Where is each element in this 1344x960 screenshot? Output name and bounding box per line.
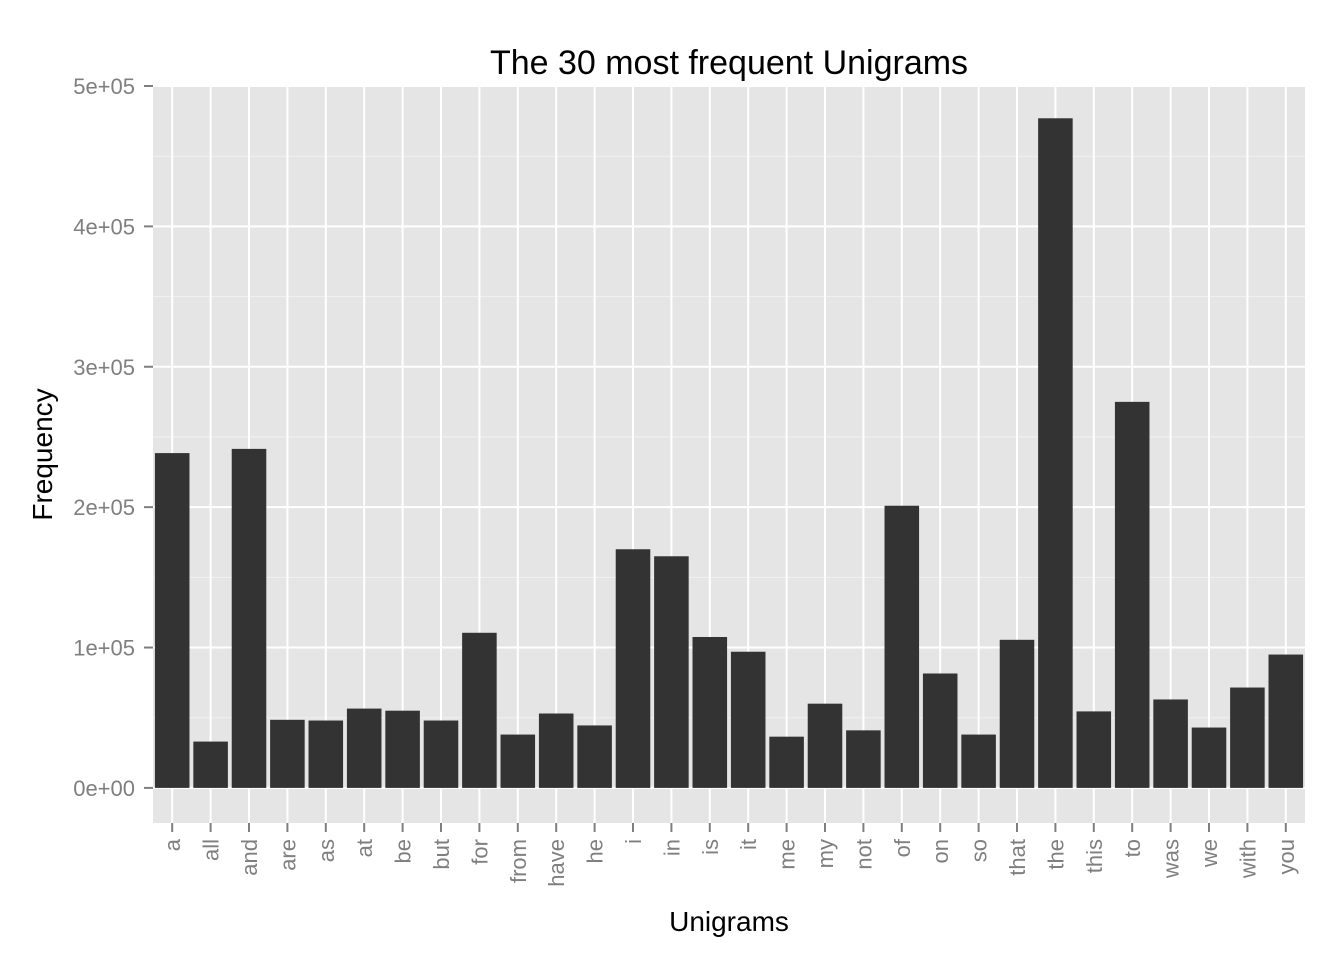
x-tick-label: we: [1197, 839, 1222, 868]
bar-at: [346, 708, 382, 788]
bar-but: [423, 720, 459, 788]
bar-this: [1076, 711, 1112, 788]
bar-you: [1268, 654, 1304, 788]
bar-have: [538, 713, 574, 788]
x-tick-label: i: [621, 839, 646, 844]
x-tick-label: it: [736, 839, 761, 850]
x-tick-label: of: [890, 838, 915, 857]
bar-with: [1230, 687, 1265, 788]
x-tick-label: but: [429, 839, 454, 870]
x-tick-label: you: [1274, 839, 1299, 874]
bar-was: [1153, 699, 1188, 788]
bar-not: [846, 730, 881, 788]
x-tick-label: is: [698, 839, 723, 855]
x-tick-label: on: [928, 839, 953, 863]
bar-we: [1191, 727, 1227, 788]
bar-so: [961, 734, 996, 788]
x-tick-label: this: [1082, 839, 1107, 873]
bar-as: [308, 720, 344, 788]
bar-he: [577, 725, 612, 788]
y-tick-label: 2e+05: [73, 495, 135, 520]
bars: [154, 118, 1304, 788]
y-tick-label: 3e+05: [73, 355, 135, 380]
x-tick-label: my: [813, 839, 838, 868]
y-tick-label: 4e+05: [73, 214, 135, 239]
x-tick-label: as: [314, 839, 339, 862]
x-tick-label: at: [352, 839, 377, 857]
x-tick-label: for: [467, 839, 492, 865]
x-tick-label: so: [967, 839, 992, 862]
x-tick-label: have: [544, 839, 569, 887]
bar-that: [999, 639, 1035, 788]
bar-and: [231, 448, 267, 788]
x-tick-label: in: [659, 839, 684, 856]
bar-the: [1038, 118, 1073, 788]
bar-for: [462, 632, 497, 788]
x-tick-label: all: [199, 839, 224, 861]
x-tick-label: are: [275, 839, 300, 871]
x-axis: a all and are as at be but for from have he i in is it m…: [160, 823, 1299, 887]
bar-in: [654, 556, 689, 788]
bar-be: [385, 710, 420, 788]
bar-from: [500, 734, 536, 788]
bar-of: [884, 505, 920, 788]
y-tick-label: 0e+00: [73, 776, 135, 801]
plot-panel: [153, 86, 1305, 823]
x-tick-label: and: [237, 839, 262, 876]
y-axis: 0e+00 1e+05 2e+05 3e+05 4e+05 5e+05: [73, 74, 153, 801]
bar-are: [270, 719, 305, 788]
x-tick-label: with: [1235, 839, 1260, 879]
x-tick-label: to: [1120, 839, 1145, 857]
x-tick-label: he: [583, 839, 608, 863]
bar-me: [769, 736, 804, 788]
y-tick-label: 1e+05: [73, 636, 135, 661]
x-tick-label: me: [775, 839, 800, 870]
bar-on: [922, 673, 958, 788]
bar-a: [154, 453, 190, 788]
bar-to: [1114, 401, 1150, 788]
x-axis-title: Unigrams: [669, 906, 789, 937]
x-tick-label: be: [391, 839, 416, 863]
bar-all: [193, 741, 228, 788]
x-tick-label: a: [160, 838, 185, 851]
bar-is: [692, 636, 728, 788]
x-tick-label: the: [1043, 839, 1068, 870]
y-axis-title: Frequency: [27, 388, 58, 520]
bar-my: [807, 703, 843, 788]
x-tick-label: not: [851, 839, 876, 870]
x-tick-label: from: [506, 839, 531, 883]
x-tick-label: that: [1005, 839, 1030, 876]
y-tick-label: 5e+05: [73, 74, 135, 99]
x-tick-label: was: [1159, 839, 1184, 879]
bar-it: [730, 651, 766, 788]
bar-i: [615, 549, 651, 788]
chart-title: The 30 most frequent Unigrams: [490, 44, 968, 82]
